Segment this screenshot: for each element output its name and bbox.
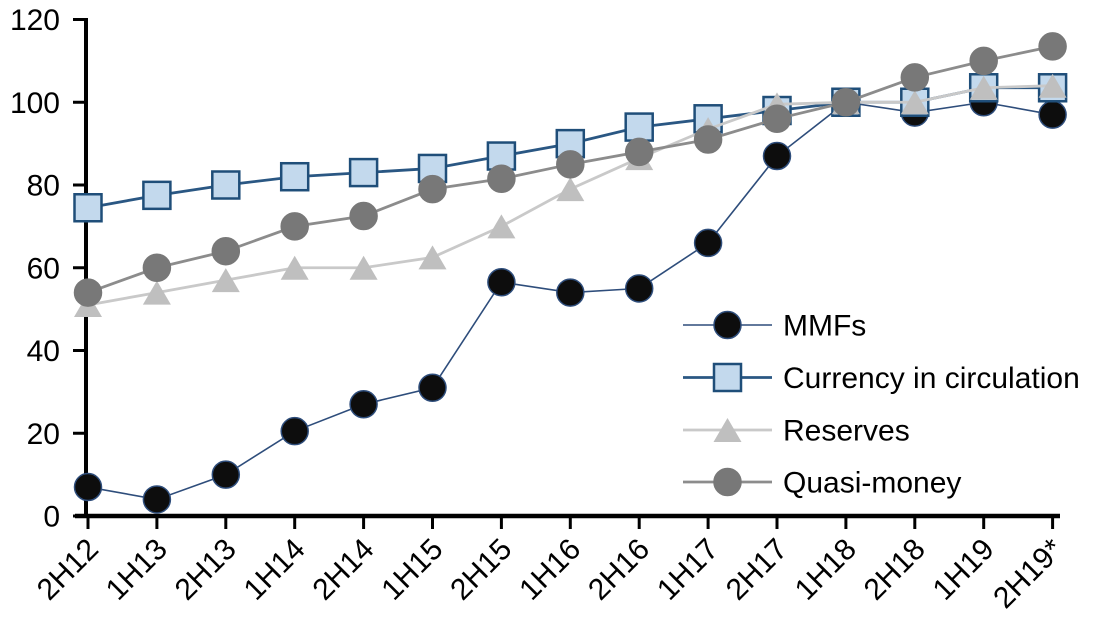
series-mmfs-marker: [211, 460, 241, 489]
legend-item-quasi-money: Quasi-money: [683, 467, 961, 500]
legend-label-quasi-money: Quasi-money: [783, 467, 961, 500]
legend-marker-reserves: [713, 418, 742, 442]
x-tick-label: 2H16: [582, 533, 656, 607]
series-reserves-marker: [900, 90, 929, 115]
series-reserves-marker: [142, 280, 171, 305]
series-quasi-money-marker: [693, 125, 723, 154]
series-quasi-money-marker: [73, 278, 103, 307]
series-mmfs-marker: [142, 485, 172, 514]
series-quasi-money-marker: [624, 137, 654, 167]
series-quasi-money-marker: [969, 46, 998, 76]
legend-item-currency-in-circulation: Currency in circulation: [683, 362, 1080, 395]
series-mmfs-marker: [1038, 100, 1067, 129]
y-tick-label: 40: [27, 335, 60, 368]
series-quasi-money-marker: [762, 104, 792, 134]
series-currency-in-circulation-marker: [73, 193, 103, 223]
series-reserves-marker: [211, 268, 240, 293]
series-quasi-money-marker: [418, 174, 447, 204]
x-tick-label: 2H12: [31, 533, 105, 607]
y-tick-label: 60: [27, 252, 60, 285]
series-mmfs-marker: [487, 267, 516, 297]
series-reserves-marker: [487, 214, 516, 239]
y-tick-label: 0: [43, 501, 60, 534]
x-tick-label: 1H19: [927, 533, 1001, 607]
series-mmfs-marker: [280, 416, 309, 446]
series-quasi-money-marker: [280, 212, 309, 241]
series-quasi-money-marker: [900, 63, 930, 92]
series-reserves-marker: [418, 245, 447, 270]
legend-label-mmfs: MMFs: [783, 310, 866, 343]
series-quasi-money-marker: [487, 164, 516, 194]
x-tick-label: 1H17: [651, 533, 725, 607]
series-currency-in-circulation-marker: [348, 157, 379, 188]
legend-item-reserves: Reserves: [683, 415, 910, 448]
series-quasi-money-marker: [142, 253, 172, 282]
series-mmfs-marker: [624, 274, 654, 303]
y-tick-label: 100: [10, 87, 60, 120]
series-mmfs-marker: [762, 141, 792, 171]
series-reserves-marker: [1038, 73, 1067, 98]
legend-item-mmfs: MMFs: [683, 310, 866, 343]
series-group: [73, 32, 1068, 514]
series-currency-in-circulation-marker: [211, 170, 241, 200]
series-mmfs-marker: [556, 278, 585, 307]
x-tick-label: 1H15: [375, 533, 449, 607]
x-tick-label: 2H18: [858, 533, 932, 607]
legend-marker-currency-in-circulation: [712, 362, 743, 393]
legend-marker-quasi-money: [713, 467, 742, 497]
x-tick-label: 2H19*: [987, 532, 1070, 615]
legend-label-currency-in-circulation: Currency in circulation: [783, 362, 1080, 395]
series-currency-in-circulation-marker: [624, 112, 654, 142]
series-quasi-money-marker: [831, 88, 861, 117]
series-reserves-marker: [556, 177, 585, 202]
series-quasi-money-marker: [556, 150, 585, 179]
series-mmfs-marker: [693, 228, 723, 258]
x-tick-label: 1H13: [100, 533, 174, 607]
legend-marker-mmfs: [713, 310, 742, 340]
series-currency-in-circulation-marker: [142, 180, 172, 211]
y-tick-label: 80: [27, 170, 60, 203]
series-mmfs-marker: [73, 472, 103, 502]
legend: MMFs Currency in circulation Reserves Quasi…: [683, 310, 1080, 500]
y-tick-label: 120: [10, 4, 60, 37]
series-currency-in-circulation-marker: [279, 161, 310, 192]
x-tick-label: 2H13: [169, 533, 243, 607]
series-quasi-money-marker: [211, 236, 241, 266]
series-reserves-marker: [969, 75, 998, 100]
series-quasi-money-marker: [1038, 32, 1067, 61]
legend-label-reserves: Reserves: [783, 415, 910, 448]
series-reserves-marker: [280, 255, 309, 280]
x-tick-label: 1H18: [789, 533, 863, 607]
series-mmfs-marker: [418, 373, 447, 402]
series-mmfs-marker: [349, 390, 378, 419]
x-tick-label: 2H17: [720, 533, 794, 607]
x-tick-label: 2H15: [444, 533, 518, 607]
x-tick-label: 2H14: [307, 533, 381, 607]
y-tick-label: 20: [27, 418, 60, 451]
series-quasi-money-marker: [349, 201, 378, 231]
x-tick-label: 1H16: [513, 533, 587, 607]
series-reserves-marker: [349, 255, 378, 280]
x-tick-label: 1H14: [238, 533, 312, 607]
series-quasi-money: [73, 32, 1067, 307]
series-currency-in-circulation-marker: [486, 141, 517, 171]
